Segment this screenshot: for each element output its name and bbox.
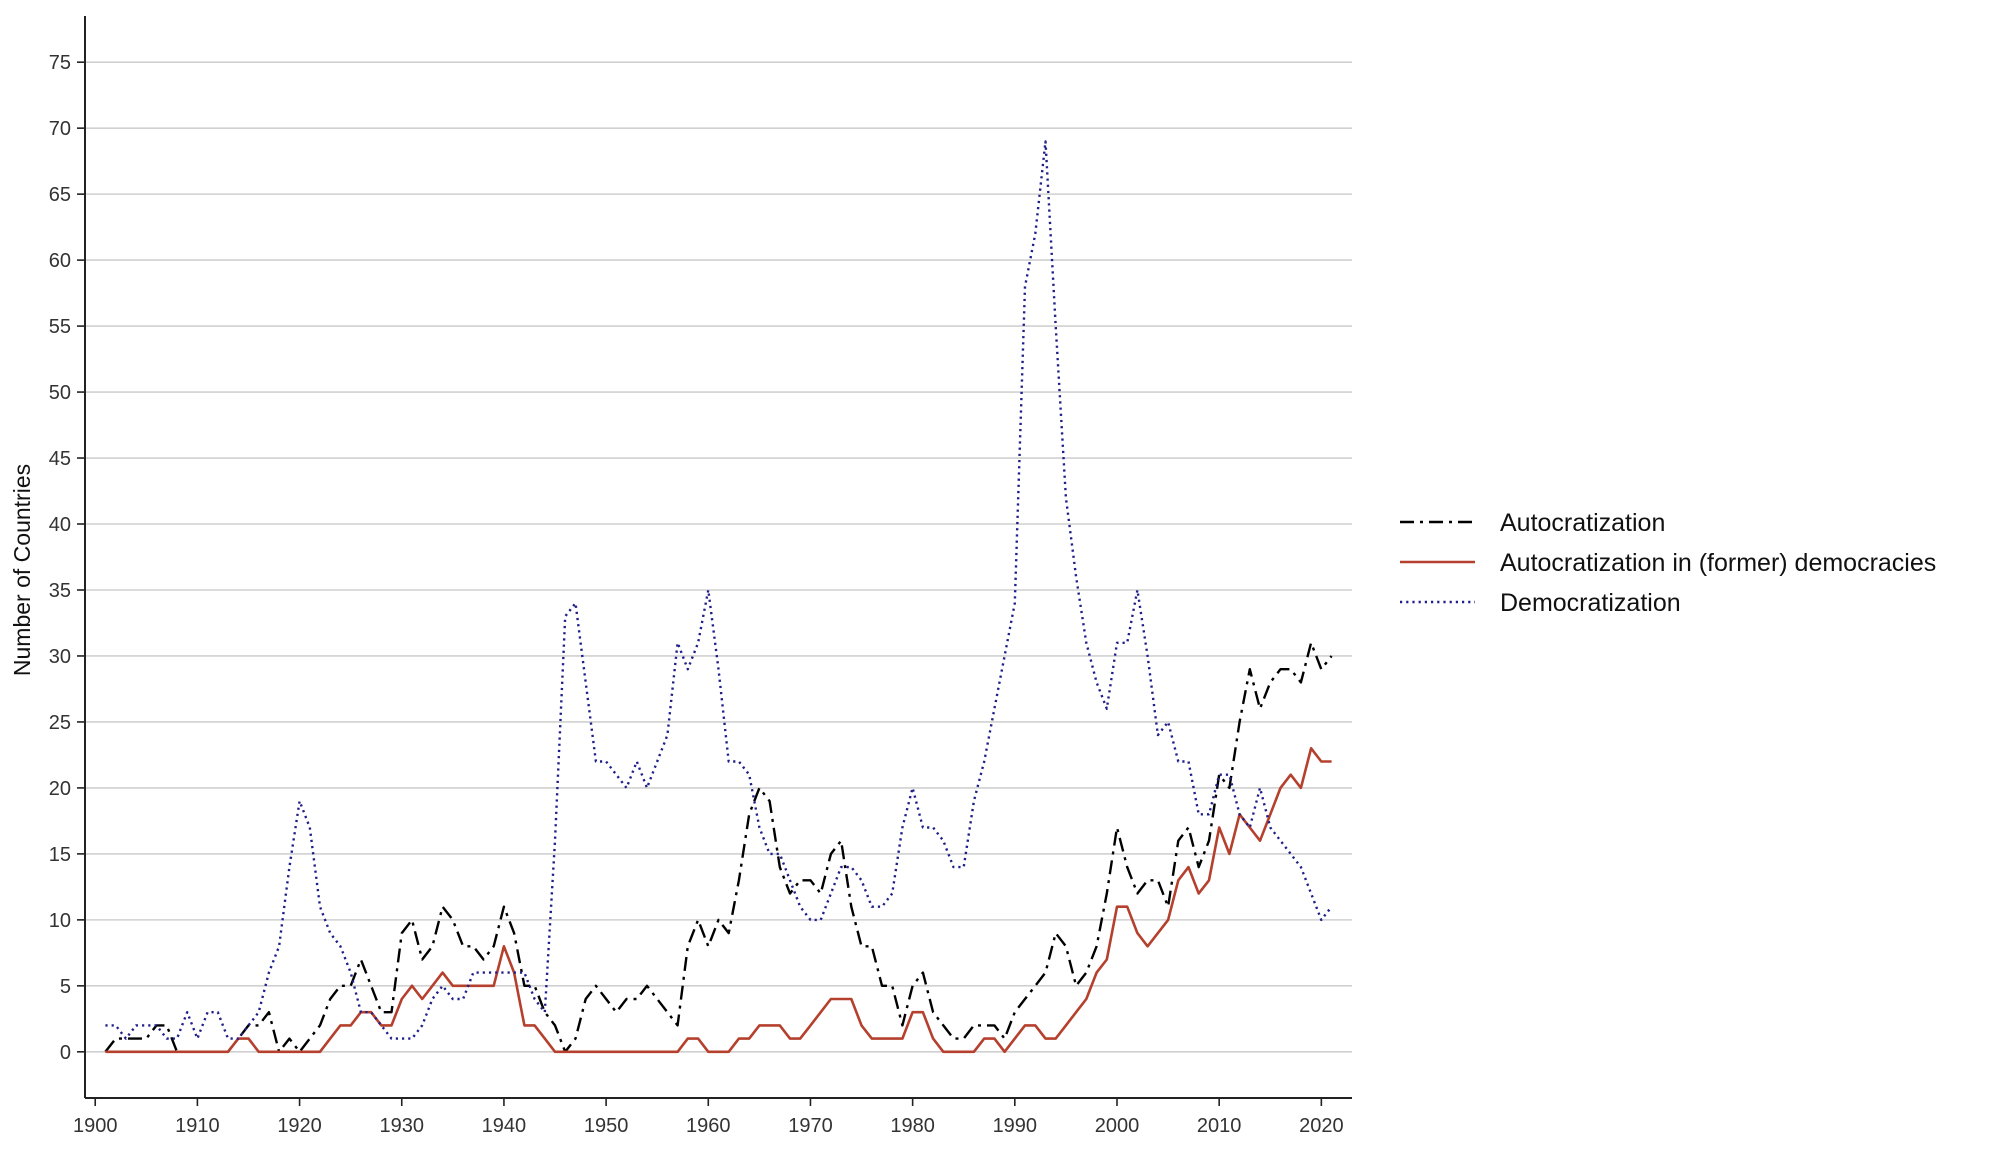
axes: 0 5 10 15 20 25 30 35 40 45 50 55 60 65 70 75 1900 1910 19… xyxy=(49,16,1352,1137)
gridlines xyxy=(85,61,1352,1053)
y-tick-label: 50 xyxy=(49,382,71,404)
x-tick-label: 1980 xyxy=(890,1115,935,1137)
y-tick-label: 10 xyxy=(49,910,71,932)
x-tick-label: 1940 xyxy=(482,1115,527,1137)
y-tick-label: 5 xyxy=(60,976,71,998)
x-tick-label: 1970 xyxy=(788,1115,833,1137)
y-tick-label: 60 xyxy=(49,250,71,272)
y-tick-label: 15 xyxy=(49,844,71,866)
y-tick-label: 25 xyxy=(49,712,71,734)
y-tick-label: 70 xyxy=(49,118,71,140)
series-line-3 xyxy=(105,140,1333,1040)
x-tick-label: 1960 xyxy=(686,1115,731,1137)
series-line-2 xyxy=(105,746,1332,1054)
y-tick-label: 35 xyxy=(49,580,71,602)
x-tick-label: 1910 xyxy=(175,1115,220,1137)
y-axis-title: Number of Countries xyxy=(9,464,35,676)
legend: Autocratization Autocratization in (forme… xyxy=(1400,509,1936,617)
legend-label-3: Democratization xyxy=(1500,589,1681,617)
y-tick-label: 65 xyxy=(49,184,71,206)
y-tick-label: 20 xyxy=(49,778,71,800)
series-lines xyxy=(104,140,1333,1054)
legend-label-2: Autocratization in (former) democracies xyxy=(1500,549,1936,577)
y-tick-label: 75 xyxy=(49,52,71,74)
x-tick-label: 1950 xyxy=(584,1115,629,1137)
y-tick-label: 30 xyxy=(49,646,71,668)
series-line-1 xyxy=(104,641,1333,1054)
x-tick-label: 1920 xyxy=(277,1115,322,1137)
x-tick-label: 2010 xyxy=(1197,1115,1242,1137)
x-tick-label: 2020 xyxy=(1299,1115,1344,1137)
y-tick-label: 45 xyxy=(49,448,71,470)
y-tick-label: 0 xyxy=(60,1042,71,1064)
x-tick-label: 1990 xyxy=(993,1115,1038,1137)
y-tick-label: 55 xyxy=(49,316,71,338)
x-tick-label: 2000 xyxy=(1095,1115,1140,1137)
x-tick-label: 1930 xyxy=(380,1115,425,1137)
x-tick-label: 1900 xyxy=(73,1115,118,1137)
legend-label-1: Autocratization xyxy=(1500,509,1665,537)
y-tick-label: 40 xyxy=(49,514,71,536)
